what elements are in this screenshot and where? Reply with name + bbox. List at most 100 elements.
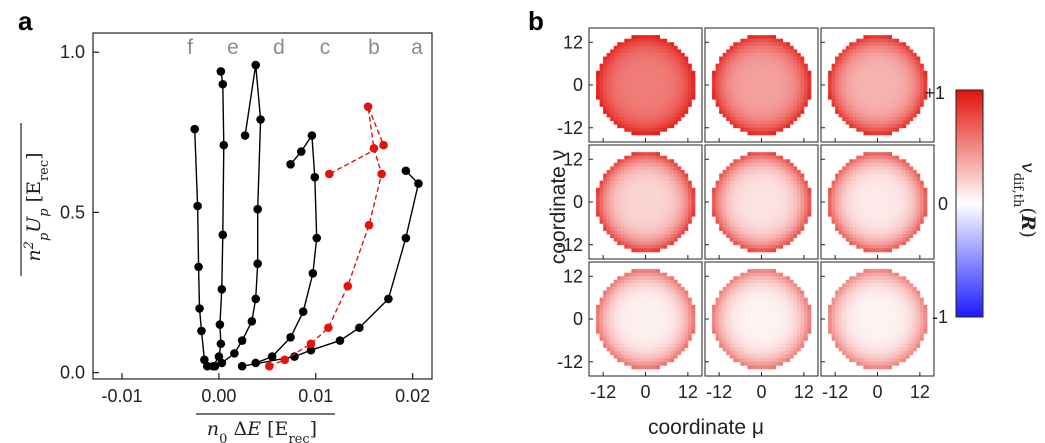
data-point-e bbox=[217, 284, 227, 294]
data-point-a bbox=[355, 323, 364, 333]
data-point-b bbox=[264, 361, 274, 371]
panel-a-ylabel: n2pUp [Erec] bbox=[22, 152, 52, 261]
data-point-b bbox=[325, 169, 334, 179]
b-y-tick-label: -12 bbox=[557, 118, 583, 138]
curve-label-d: d bbox=[273, 36, 285, 59]
data-point-d bbox=[253, 259, 262, 268]
b-x-tick-label: 0 bbox=[640, 382, 650, 402]
data-point-d bbox=[253, 204, 262, 214]
data-point-c bbox=[296, 147, 306, 156]
data-point-d bbox=[247, 317, 257, 326]
data-point-f bbox=[193, 201, 202, 211]
colorbar-label: vdif,th(R) bbox=[1011, 162, 1040, 238]
curve-labels: a b c d e f bbox=[187, 36, 423, 59]
data-point-d bbox=[230, 349, 239, 358]
b-y-tick-label: 0 bbox=[573, 309, 583, 329]
data-point-c bbox=[308, 268, 318, 278]
panel-b-label: b bbox=[528, 6, 544, 36]
data-point-f bbox=[195, 304, 204, 313]
heatmap-cell-6 bbox=[820, 144, 935, 260]
data-point-b bbox=[369, 144, 379, 153]
colorbar-tick-zero: 0 bbox=[938, 194, 948, 214]
panel-a-label: a bbox=[18, 6, 33, 36]
data-point-b bbox=[377, 169, 386, 179]
b-x-tick-label: 12 bbox=[678, 382, 698, 402]
panel-b-xlabel: coordinate μ bbox=[648, 416, 764, 439]
b-x-tick-label: -12 bbox=[706, 382, 732, 402]
data-point-a bbox=[306, 345, 316, 355]
data-point-f bbox=[200, 355, 209, 365]
data-point-b bbox=[363, 102, 373, 111]
data-point-f bbox=[202, 361, 212, 371]
data-point-c bbox=[286, 160, 295, 169]
heatmap-cell-5 bbox=[704, 144, 819, 260]
data-point-a bbox=[401, 233, 411, 243]
data-point-f bbox=[194, 262, 203, 272]
b-y-tick-label: 0 bbox=[573, 75, 583, 95]
series-line-b bbox=[269, 106, 385, 367]
x-tick-label: 0.01 bbox=[298, 386, 333, 406]
data-point-b bbox=[343, 281, 353, 291]
curve-label-e: e bbox=[227, 36, 239, 59]
heatmap-cell-8: -12 0 12 bbox=[704, 261, 819, 402]
heatmap-cell-7: 12 0 -12 -12 0 12 bbox=[557, 261, 703, 402]
series-line-a bbox=[242, 170, 420, 367]
panel-a-xlabel: n0 ΔE [Erec] bbox=[207, 418, 317, 443]
panel-b-plot: 12 0 -12 12 0 -12 12 0 -12 -12 0 12 -12 0 12 -12 0 12 bbox=[557, 27, 935, 402]
data-point-e bbox=[216, 339, 226, 349]
data-point-f bbox=[190, 124, 199, 134]
panel-a-series bbox=[190, 60, 423, 371]
data-point-d bbox=[251, 60, 261, 70]
data-point-e bbox=[215, 320, 225, 329]
data-point-c bbox=[286, 333, 295, 342]
data-point-e bbox=[218, 79, 228, 89]
b-x-tick-label: -12 bbox=[822, 382, 848, 402]
b-x-tick-label: 0 bbox=[872, 382, 882, 402]
b-y-tick-label: 12 bbox=[563, 266, 583, 286]
data-point-e bbox=[216, 67, 226, 76]
data-point-c bbox=[251, 358, 261, 368]
heatmap-cell-4: 12 0 -12 bbox=[557, 144, 703, 260]
x-tick-label: -0.01 bbox=[102, 386, 143, 406]
data-point-e bbox=[218, 230, 228, 240]
data-point-b bbox=[364, 220, 374, 230]
data-point-b bbox=[324, 323, 333, 333]
heatmap-cell-9: -12 0 12 bbox=[820, 261, 935, 402]
data-point-c bbox=[307, 131, 317, 140]
data-point-b bbox=[379, 140, 388, 150]
data-point-d bbox=[251, 294, 261, 304]
data-point-d bbox=[217, 358, 227, 368]
y-tick-label: 1.0 bbox=[60, 42, 85, 62]
y-tick-label: 0.0 bbox=[60, 363, 85, 383]
curve-label-f: f bbox=[187, 36, 193, 59]
b-y-tick-label: -12 bbox=[557, 235, 583, 255]
y-tick-label: 0.5 bbox=[60, 202, 85, 222]
x-tick-label: 0.02 bbox=[395, 386, 430, 406]
data-point-c bbox=[298, 307, 308, 317]
data-point-f bbox=[197, 326, 206, 336]
curve-label-a: a bbox=[411, 36, 423, 59]
colorbar bbox=[955, 89, 984, 318]
panel-a-frame bbox=[92, 32, 433, 380]
data-point-b bbox=[306, 339, 316, 349]
colorbar-tick-max: +1 bbox=[924, 83, 945, 103]
panel-b-ylabel: coordinate ν bbox=[547, 150, 570, 264]
data-point-a bbox=[384, 294, 393, 304]
data-point-c bbox=[310, 172, 320, 182]
series-line-c bbox=[255, 133, 318, 364]
curve-label-c: c bbox=[320, 36, 331, 59]
colorbar-tick-min: -1 bbox=[932, 307, 948, 327]
data-point-e bbox=[214, 352, 224, 361]
x-tick-label: 0.00 bbox=[201, 386, 236, 406]
data-point-d bbox=[237, 336, 247, 345]
data-point-a bbox=[237, 361, 247, 371]
b-y-tick-label: -12 bbox=[557, 352, 583, 372]
b-y-tick-label: 12 bbox=[563, 32, 583, 52]
b-y-tick-label: 12 bbox=[563, 149, 583, 169]
data-point-d bbox=[256, 115, 265, 124]
b-x-tick-label: 12 bbox=[794, 382, 814, 402]
data-point-e bbox=[219, 140, 229, 150]
curve-label-b: b bbox=[368, 36, 380, 59]
heatmap-cell-2 bbox=[704, 27, 819, 143]
